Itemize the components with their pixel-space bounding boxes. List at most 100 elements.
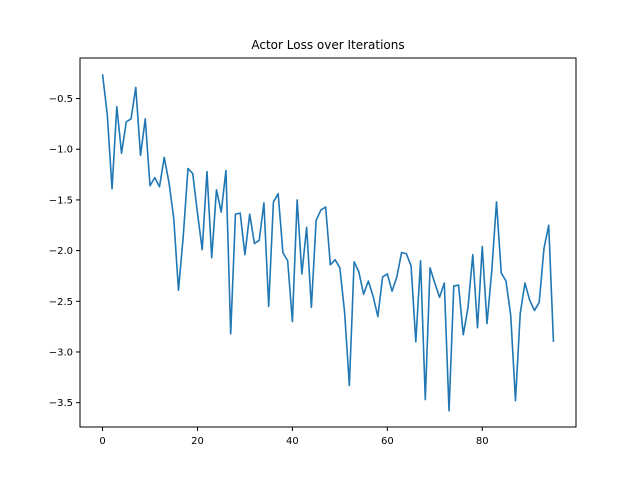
data-point <box>500 272 502 274</box>
data-point <box>429 267 431 269</box>
data-point <box>448 410 450 412</box>
data-point <box>382 276 384 278</box>
data-point <box>130 118 132 120</box>
data-point <box>534 310 536 312</box>
data-point <box>230 333 232 335</box>
data-point <box>102 73 104 75</box>
data-point <box>439 296 441 298</box>
data-point <box>529 299 531 301</box>
data-point <box>268 306 270 308</box>
y-tick-label: −1.5 <box>49 195 73 206</box>
data-point <box>121 152 123 154</box>
y-tick-label: −2.0 <box>49 246 73 257</box>
data-point <box>515 400 517 402</box>
data-point <box>368 280 370 282</box>
data-point <box>173 217 175 219</box>
x-tick-label: 60 <box>381 436 394 447</box>
data-point <box>458 284 460 286</box>
data-point <box>538 302 540 304</box>
data-point <box>481 246 483 248</box>
data-point <box>410 265 412 267</box>
data-point <box>220 211 222 213</box>
data-point <box>273 201 275 203</box>
data-point <box>292 321 294 323</box>
data-point <box>235 213 237 215</box>
data-point <box>353 261 355 263</box>
y-tick-label: −1.0 <box>49 145 73 156</box>
data-point <box>140 155 142 157</box>
axes-frame <box>79 57 577 428</box>
x-tick-label: 20 <box>191 436 204 447</box>
data-point <box>197 212 199 214</box>
data-point <box>225 170 227 172</box>
data-point <box>358 271 360 273</box>
data-point <box>311 307 313 309</box>
data-point <box>244 254 246 256</box>
data-point <box>505 280 507 282</box>
data-point <box>315 219 317 221</box>
data-point <box>301 273 303 275</box>
data-point <box>258 240 260 242</box>
data-point <box>472 254 474 256</box>
y-tick-label: −3.0 <box>49 347 73 358</box>
data-point <box>116 106 118 108</box>
data-point <box>415 341 417 343</box>
data-point <box>443 282 445 284</box>
data-point <box>553 341 555 343</box>
data-point <box>510 315 512 317</box>
data-point <box>211 257 213 259</box>
chart-title: Actor Loss over Iterations <box>251 38 404 52</box>
data-point <box>334 259 336 261</box>
data-point <box>519 313 521 315</box>
data-point <box>491 270 493 272</box>
data-point <box>377 316 379 318</box>
data-point <box>401 252 403 254</box>
y-tick-label: −2.5 <box>49 297 73 308</box>
y-tick-label: −0.5 <box>49 94 73 105</box>
x-tick-label: 0 <box>99 436 105 447</box>
data-point <box>206 171 208 173</box>
data-point <box>387 273 389 275</box>
data-point <box>453 285 455 287</box>
y-tick-label: −3.5 <box>49 398 73 409</box>
data-point <box>434 282 436 284</box>
data-point <box>486 323 488 325</box>
data-point <box>192 173 194 175</box>
data-point <box>187 168 189 170</box>
series-line <box>101 74 555 412</box>
data-point <box>543 248 545 250</box>
data-point <box>330 264 332 266</box>
data-point <box>344 312 346 314</box>
data-point <box>349 385 351 387</box>
data-point <box>159 186 161 188</box>
data-point <box>135 87 137 89</box>
data-point <box>254 243 256 245</box>
data-point <box>201 249 203 251</box>
x-tick-label: 80 <box>476 436 489 447</box>
data-point <box>372 295 374 297</box>
data-point <box>144 118 146 120</box>
data-point <box>154 177 156 179</box>
data-point <box>111 188 113 190</box>
data-point <box>339 267 341 269</box>
data-point <box>406 253 408 255</box>
data-point <box>296 199 298 201</box>
data-point <box>391 290 393 292</box>
data-point <box>263 202 265 204</box>
data-point <box>178 289 180 291</box>
data-point <box>168 182 170 184</box>
data-point <box>462 334 464 336</box>
data-point <box>125 121 127 123</box>
data-point <box>282 252 284 254</box>
data-point <box>396 276 398 278</box>
data-point <box>477 327 479 329</box>
data-point <box>363 293 365 295</box>
x-tick-label: 40 <box>286 436 299 447</box>
data-point <box>548 224 550 226</box>
data-point <box>239 212 241 214</box>
data-point <box>524 282 526 284</box>
data-point <box>325 206 327 208</box>
data-point <box>182 236 184 238</box>
